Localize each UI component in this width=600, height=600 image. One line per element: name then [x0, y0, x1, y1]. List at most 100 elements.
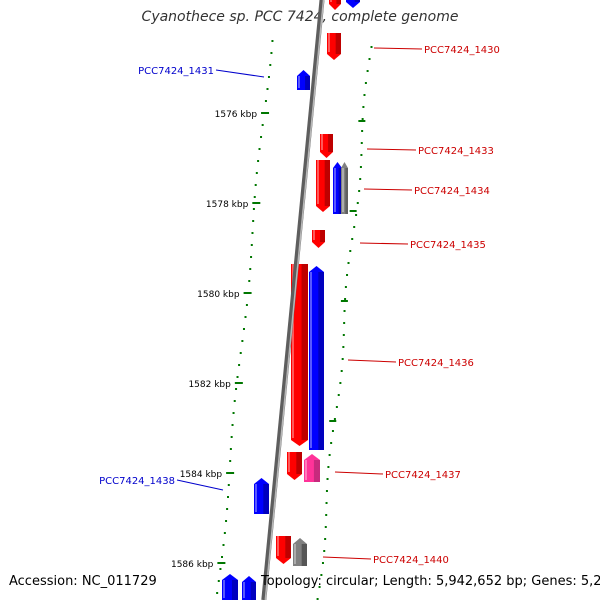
gene-pcc7424-1438: [254, 478, 269, 514]
gc-tick-left: [258, 148, 261, 150]
gc-tick-right: [368, 58, 371, 60]
gene-label: PCC7424_1435: [410, 240, 486, 251]
gene-pcc7424-1437-rna-shade: [313, 460, 320, 482]
gene-label: PCC7424_1438: [99, 476, 175, 487]
gc-tick-right: [335, 406, 338, 408]
gene-pcc7424-1440: [276, 536, 291, 564]
gene-leader-line: [176, 479, 224, 491]
gene-top-rev-shade: [354, 0, 360, 2]
gc-tick-right: [324, 538, 327, 540]
gc-tick-right: [351, 238, 354, 240]
gc-tick-left: [233, 400, 236, 402]
gc-mark-right: [329, 420, 337, 422]
gc-tick-right: [325, 514, 328, 516]
gc-tick-left: [244, 316, 247, 318]
gc-tick-right: [326, 478, 329, 480]
gc-tick-right: [341, 358, 344, 360]
gene-leader-line: [347, 359, 397, 363]
gc-tick-right: [343, 310, 346, 312]
gene-pcc7424-1435-gloss: [313, 230, 315, 240]
gc-tick-left: [227, 484, 230, 486]
gene-top-fwd-gloss: [330, 0, 332, 2]
gene-pcc7424-1436-rev-shade: [318, 272, 324, 450]
scale-tick: [234, 382, 243, 384]
gc-tick-right: [342, 346, 345, 348]
gc-tick-right: [359, 166, 362, 168]
gc-tick-right: [360, 142, 363, 144]
gene-pcc7424-1434-gloss: [317, 160, 319, 204]
gc-tick-left: [227, 496, 230, 498]
gene-bottom-rev-2-shade: [250, 582, 256, 600]
gene-leader-line: [322, 556, 372, 560]
gc-skew-track: [216, 40, 373, 600]
gene-pcc7424-1434-pseudo-shade: [345, 168, 348, 214]
scale-tick: [217, 562, 226, 564]
gc-tick-left: [264, 100, 267, 102]
gc-tick-right: [343, 322, 346, 324]
gc-tick-right: [325, 502, 328, 504]
gene-pcc7424-1440-gloss: [277, 536, 279, 556]
gc-tick-left: [217, 580, 220, 582]
gene-label: PCC7424_1437: [385, 470, 461, 481]
gc-tick-left: [232, 412, 235, 414]
gc-tick-left: [261, 124, 264, 126]
gene-bottom-rev-2: [242, 576, 256, 600]
gc-tick-left: [225, 520, 228, 522]
gene-pcc7424-1438-gloss: [255, 484, 257, 512]
kbp-scale: 1576 kbp 1578 kbp 1580 kbp 1582 kbp 1584 kbp…: [171, 110, 270, 570]
gc-tick-left: [255, 172, 258, 174]
gc-tick-left: [252, 220, 255, 222]
gene-pcc7424-1431-shade: [305, 76, 310, 90]
gene-pcc7424-1437-gloss: [288, 452, 290, 472]
gene-pcc7424-1433-gloss: [321, 134, 323, 150]
gene-pcc7424-1433-shade: [328, 134, 333, 152]
gc-tick-left: [267, 76, 270, 78]
genome-summary-text: Topology: circular; Length: 5,942,652 bp…: [261, 574, 600, 589]
gc-tick-left: [216, 592, 219, 594]
map-title: Cyanothece sp. PCC 7424, complete genome: [141, 9, 459, 25]
gene-pcc7424-1436-gloss: [292, 264, 294, 438]
gc-tick-left: [226, 508, 229, 510]
gene-leader-line: [363, 188, 413, 191]
gc-tick-right: [358, 190, 361, 192]
scale-label: 1586 kbp: [171, 560, 214, 570]
gc-tick-left: [257, 160, 260, 162]
gc-tick-left: [231, 424, 234, 426]
gc-tick-right: [337, 394, 340, 396]
gene-leader-line: [366, 148, 417, 151]
gc-mark-right: [340, 300, 348, 302]
gc-tick-right: [364, 82, 367, 84]
backbone-highlight: [264, 0, 325, 600]
gc-tick-left: [241, 340, 244, 342]
gc-tick-right: [327, 466, 330, 468]
gene-pcc7424-1434-rev: [333, 162, 342, 214]
gene-bottom-rev-1-shade: [231, 580, 238, 600]
gene-pcc7424-1431-gloss: [298, 76, 300, 88]
gc-tick-right: [330, 442, 333, 444]
gc-tick-right: [355, 214, 358, 216]
gc-tick-left: [238, 364, 241, 366]
gene-pcc7424-1434-rev-shade: [338, 168, 342, 214]
scale-tick: [226, 472, 235, 474]
gene-label-layer: PCC7424_1430 PCC7424_1431 PCC7424_1433 PCC7…: [99, 45, 500, 566]
gene-pcc7424-1433: [320, 134, 333, 158]
scale-label: 1582 kbp: [188, 380, 231, 390]
gc-tick-left: [250, 244, 253, 246]
gc-tick-left: [252, 208, 255, 210]
gene-pcc7424-1438-shade: [263, 484, 269, 514]
gc-tick-right: [363, 94, 366, 96]
scale-tick: [243, 292, 252, 294]
gene-pcc7424-1430: [327, 33, 341, 60]
gc-tick-right: [356, 202, 359, 204]
gene-pcc7424-1431: [297, 70, 310, 90]
gc-tick-right: [361, 130, 364, 132]
gc-tick-right: [360, 154, 363, 156]
gene-pcc7424-1434-shade: [324, 160, 330, 206]
gene-pcc7424-1440-pseudo: [293, 538, 307, 566]
gc-tick-right: [339, 382, 342, 384]
scale-tick: [252, 202, 261, 204]
gc-tick-right: [349, 250, 352, 252]
gc-tick-right: [346, 274, 349, 276]
gc-tick-right: [347, 262, 350, 264]
